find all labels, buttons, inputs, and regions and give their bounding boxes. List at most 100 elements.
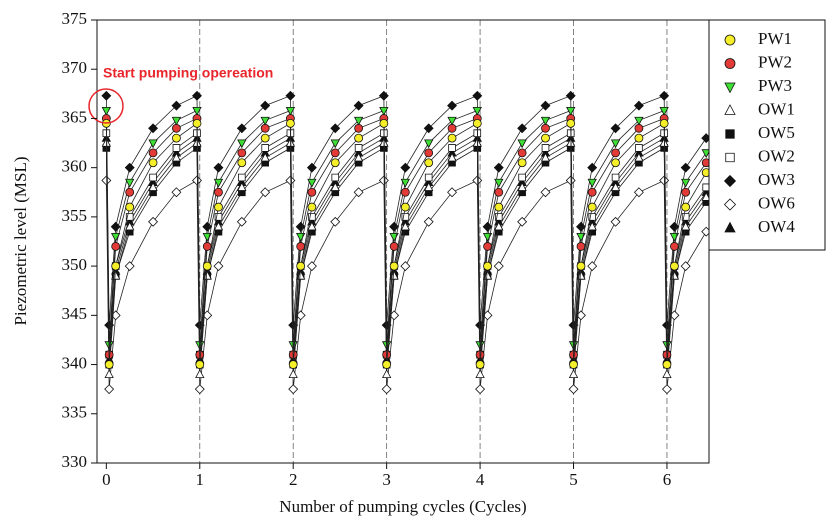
marker	[262, 145, 269, 152]
marker	[105, 385, 114, 394]
marker	[105, 361, 113, 369]
marker	[570, 361, 578, 369]
marker	[112, 242, 120, 250]
marker	[682, 188, 690, 196]
marker	[588, 163, 597, 172]
legend-label: OW4	[758, 217, 795, 236]
marker	[448, 188, 457, 197]
marker	[449, 145, 456, 152]
legend-label: PW2	[758, 52, 792, 71]
marker	[289, 370, 297, 378]
marker	[635, 124, 643, 132]
marker	[681, 262, 690, 271]
marker	[112, 262, 120, 270]
marker	[214, 203, 222, 211]
marker	[635, 134, 643, 142]
marker	[425, 149, 433, 157]
legend-marker	[725, 59, 735, 69]
marker	[401, 188, 409, 196]
marker	[149, 140, 157, 148]
marker	[196, 361, 204, 369]
marker	[331, 140, 339, 148]
marker	[518, 217, 527, 226]
marker	[494, 163, 503, 172]
marker	[570, 370, 578, 378]
marker	[611, 217, 620, 226]
marker	[238, 174, 245, 181]
legend-label: PW1	[758, 29, 792, 48]
chart: Number of pumping cycles (Cycles) Piezom…	[0, 0, 826, 526]
marker	[203, 262, 211, 270]
marker	[476, 370, 484, 378]
y-tick-label: 370	[62, 58, 88, 77]
marker	[577, 262, 585, 270]
marker	[663, 385, 672, 394]
marker	[238, 140, 246, 148]
marker	[214, 163, 223, 172]
marker	[261, 188, 270, 197]
marker	[660, 119, 668, 127]
marker	[383, 370, 391, 378]
y-axis-label: Piezometric level (MSL)	[11, 156, 30, 325]
marker	[214, 188, 222, 196]
marker	[308, 203, 316, 211]
x-tick-label: 3	[382, 470, 391, 489]
marker	[331, 217, 340, 226]
legend-label: OW1	[758, 99, 795, 118]
marker	[401, 262, 410, 271]
marker	[425, 159, 433, 167]
legend-marker	[725, 35, 735, 45]
marker	[354, 188, 363, 197]
marker	[541, 124, 549, 132]
legend-marker	[726, 153, 735, 162]
legend-label: OW6	[758, 193, 795, 212]
marker	[382, 385, 391, 394]
marker	[193, 119, 201, 127]
marker	[195, 385, 204, 394]
marker	[476, 385, 485, 394]
marker	[196, 370, 204, 378]
marker	[172, 134, 180, 142]
y-tick-label: 365	[62, 107, 88, 126]
marker	[149, 159, 157, 167]
legend-label: OW2	[758, 146, 795, 165]
marker	[663, 361, 671, 369]
marker	[588, 262, 597, 271]
marker	[102, 91, 111, 100]
y-tick-label: 345	[62, 304, 88, 323]
marker	[289, 361, 297, 369]
marker	[332, 174, 339, 181]
marker	[670, 262, 678, 270]
marker	[383, 361, 391, 369]
marker	[569, 385, 578, 394]
marker	[425, 174, 432, 181]
marker	[150, 174, 157, 181]
legend-label: PW3	[758, 76, 792, 95]
marker	[541, 188, 550, 197]
marker	[448, 124, 456, 132]
x-tick-label: 5	[569, 470, 578, 489]
marker	[424, 217, 433, 226]
marker	[172, 188, 181, 197]
marker	[612, 149, 620, 157]
marker	[380, 119, 388, 127]
marker	[612, 159, 620, 167]
marker	[494, 262, 503, 271]
marker	[636, 145, 643, 152]
marker	[308, 188, 316, 196]
marker	[588, 188, 596, 196]
marker	[237, 217, 246, 226]
y-tick-label: 340	[62, 353, 88, 372]
marker	[149, 217, 158, 226]
marker	[401, 203, 409, 211]
y-tick-label: 375	[62, 9, 88, 28]
marker	[612, 140, 620, 148]
marker	[286, 119, 294, 127]
x-tick-label: 6	[663, 470, 672, 489]
marker	[308, 262, 317, 271]
marker	[401, 163, 410, 172]
marker	[541, 134, 549, 142]
marker	[102, 107, 110, 115]
marker	[542, 145, 549, 152]
marker	[588, 203, 596, 211]
